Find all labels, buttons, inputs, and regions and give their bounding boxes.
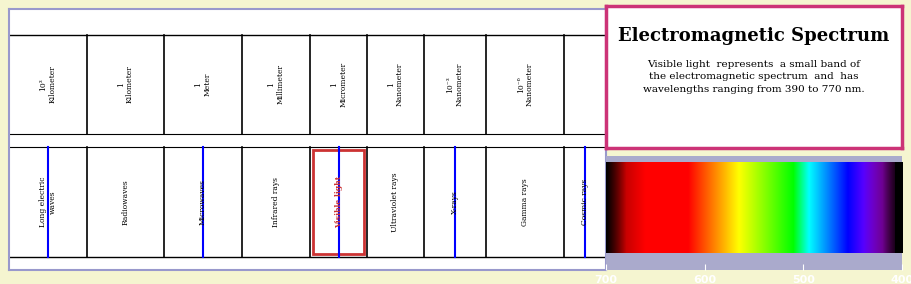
Text: 1
Micrometer: 1 Micrometer xyxy=(330,62,347,107)
Text: 1
Kilometer: 1 Kilometer xyxy=(117,65,134,103)
Text: Visible light: Visible light xyxy=(334,176,343,228)
Text: Visible light  represents  a small band of
the electromagnetic spectrum  and  ha: Visible light represents a small band of… xyxy=(643,60,865,94)
Text: Infrared rays: Infrared rays xyxy=(272,177,281,227)
Text: 10³
Kilometer: 10³ Kilometer xyxy=(39,65,56,103)
Text: X-rays: X-rays xyxy=(451,190,459,214)
Text: Gamma rays: Gamma rays xyxy=(521,178,529,226)
Text: Radiowaves: Radiowaves xyxy=(121,179,129,225)
Text: Long electric
waves: Long electric waves xyxy=(39,177,56,227)
Text: 10⁻³
Nanometer: 10⁻³ Nanometer xyxy=(446,62,464,106)
Text: Microwaves: Microwaves xyxy=(199,179,207,225)
Text: Cosmic rays: Cosmic rays xyxy=(581,179,589,225)
Text: 1
Nanometer: 1 Nanometer xyxy=(387,62,404,106)
Text: 1
Millimeter: 1 Millimeter xyxy=(268,64,285,104)
Text: Ultraviolet rays: Ultraviolet rays xyxy=(392,172,400,232)
Bar xyxy=(313,150,364,254)
Text: 1
Meter: 1 Meter xyxy=(194,73,211,96)
Text: Electromagnetic Spectrum: Electromagnetic Spectrum xyxy=(619,27,889,45)
Text: 10⁻⁶
Nanometer: 10⁻⁶ Nanometer xyxy=(517,62,534,106)
